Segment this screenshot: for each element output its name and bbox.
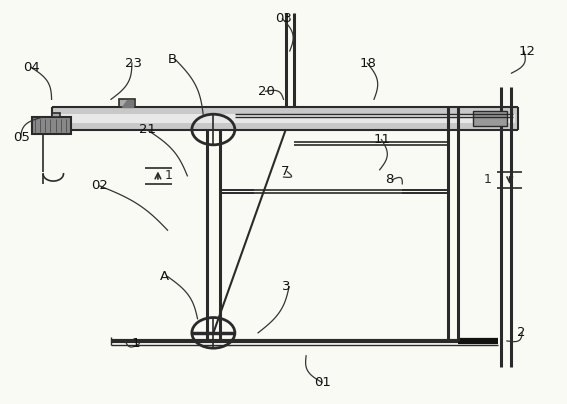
- Text: 1: 1: [165, 169, 172, 182]
- Bar: [52, 113, 60, 118]
- Bar: [32, 118, 71, 134]
- Bar: [473, 111, 507, 126]
- Text: 21: 21: [139, 123, 156, 136]
- Text: A: A: [160, 270, 170, 283]
- Text: 1: 1: [132, 337, 141, 350]
- Text: 11: 11: [374, 133, 391, 146]
- Text: 12: 12: [518, 44, 535, 57]
- Text: 3: 3: [282, 280, 290, 293]
- Text: 03: 03: [275, 12, 292, 25]
- Text: 2: 2: [517, 326, 525, 339]
- Text: 02: 02: [91, 179, 108, 192]
- Bar: [57, 114, 515, 123]
- Bar: [473, 111, 507, 126]
- Bar: [52, 107, 518, 130]
- Polygon shape: [122, 100, 133, 107]
- Bar: [120, 99, 136, 107]
- Text: 04: 04: [23, 61, 40, 74]
- Text: 23: 23: [125, 57, 142, 69]
- Text: 05: 05: [13, 131, 30, 144]
- Text: 01: 01: [315, 376, 332, 389]
- Text: 7: 7: [281, 165, 289, 178]
- Text: B: B: [168, 53, 177, 65]
- Text: 20: 20: [258, 85, 275, 98]
- Bar: [32, 118, 71, 134]
- Text: 8: 8: [386, 173, 393, 186]
- Text: 18: 18: [360, 57, 376, 69]
- Text: 1: 1: [484, 173, 492, 186]
- Bar: [52, 13, 527, 367]
